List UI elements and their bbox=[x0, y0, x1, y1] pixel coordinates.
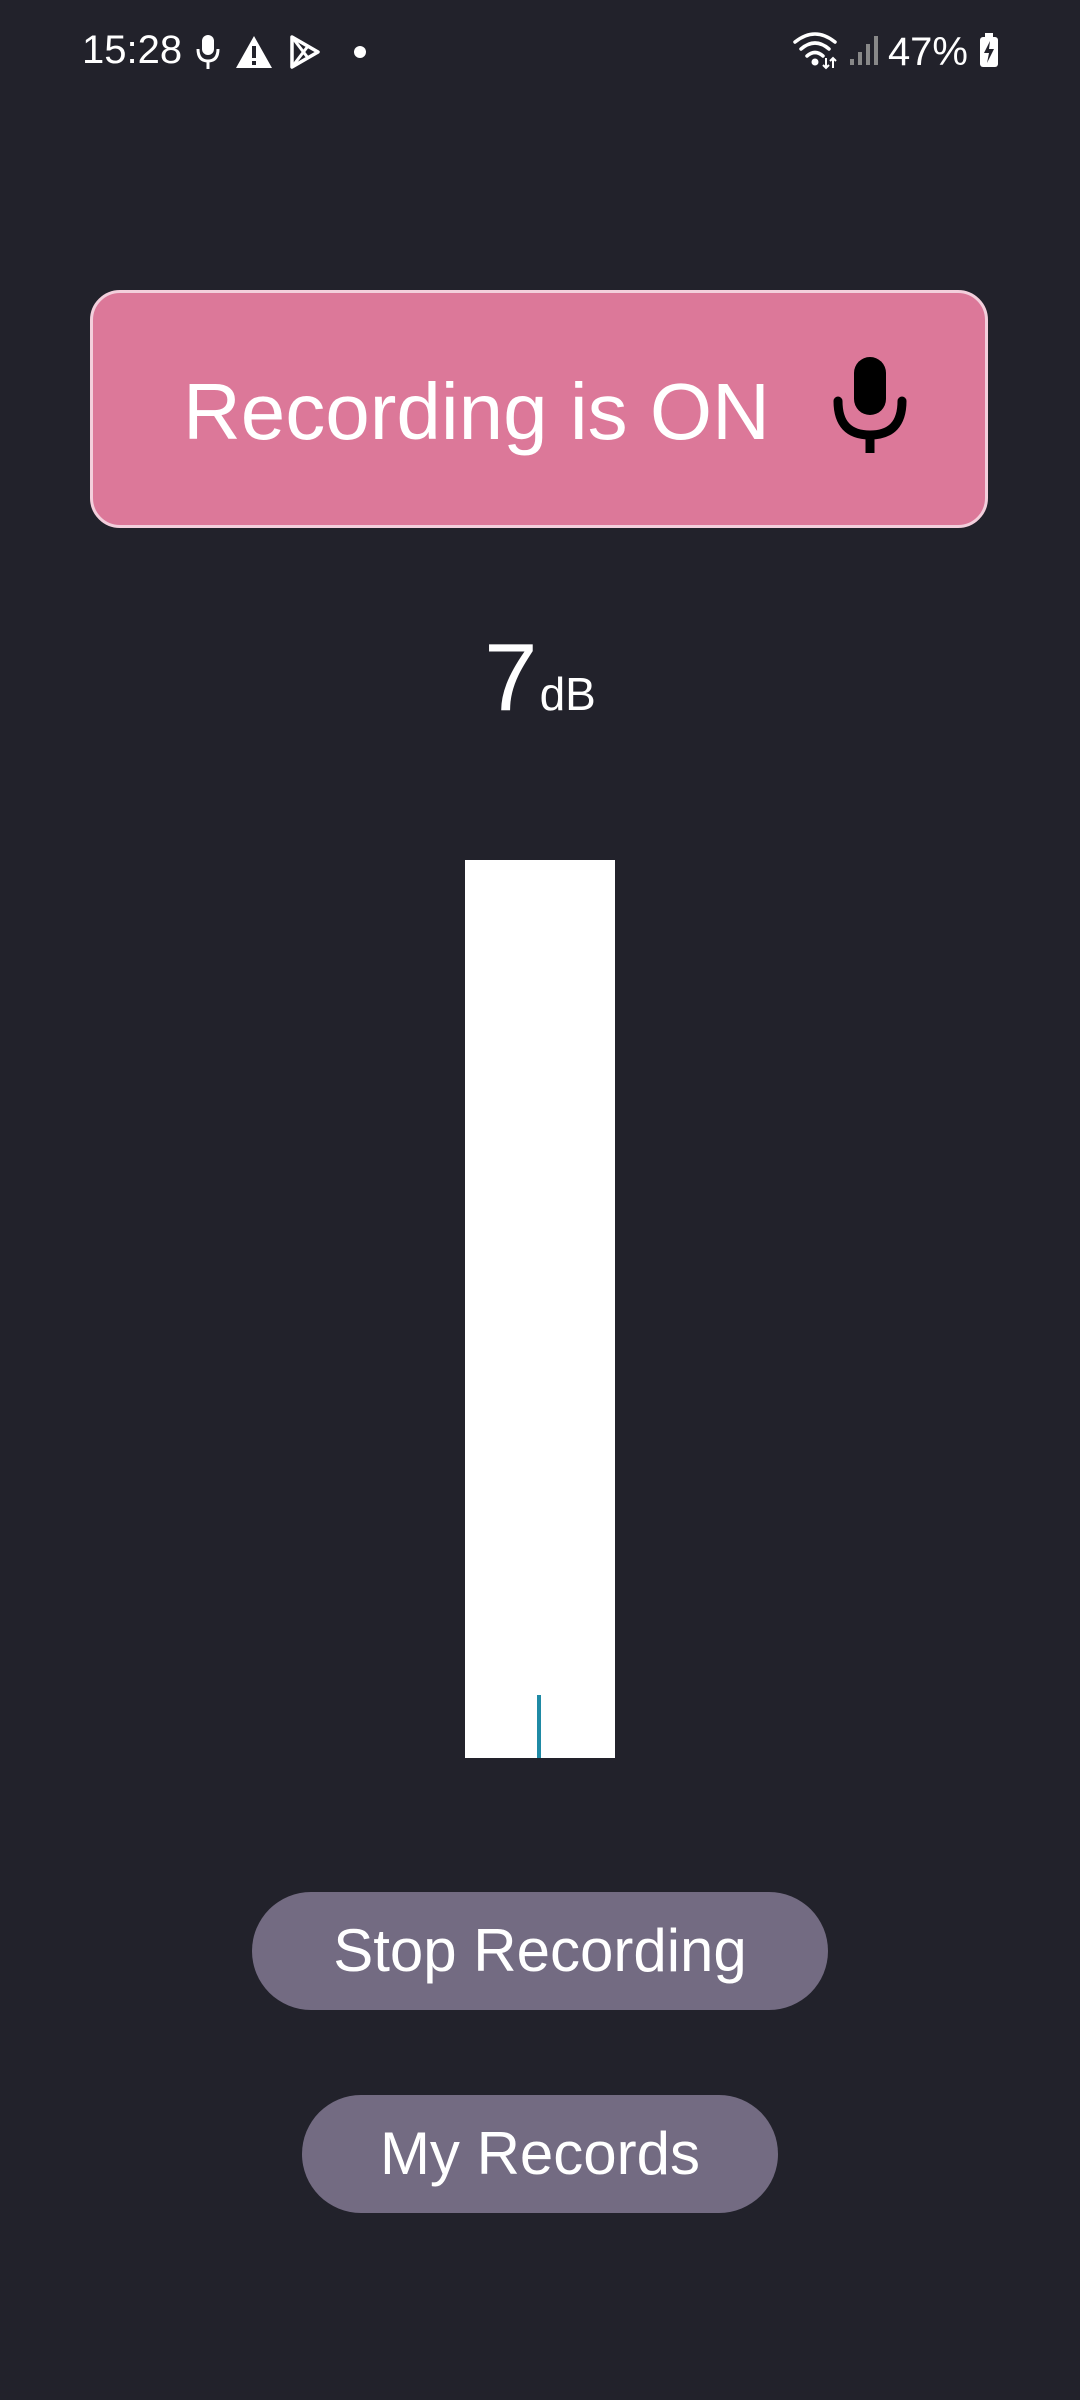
my-records-button[interactable]: My Records bbox=[302, 2095, 778, 2213]
signal-icon bbox=[848, 33, 878, 72]
stop-recording-button[interactable]: Stop Recording bbox=[252, 1892, 828, 2010]
decibel-unit: dB bbox=[539, 668, 596, 720]
status-bar: 15:28 bbox=[0, 0, 1080, 100]
decibel-readout: 7dB bbox=[0, 618, 1080, 738]
wifi-icon bbox=[792, 30, 838, 75]
status-time: 15:28 bbox=[82, 28, 183, 72]
recording-status-banner[interactable]: Recording is ON bbox=[90, 290, 988, 528]
mic-icon bbox=[830, 355, 910, 455]
warning-icon bbox=[234, 34, 274, 70]
level-marker bbox=[537, 1695, 541, 1758]
battery-charging-icon bbox=[978, 32, 1000, 73]
decibel-value: 7 bbox=[484, 624, 538, 731]
dot-icon bbox=[354, 46, 366, 58]
play-store-icon bbox=[288, 34, 322, 70]
mic-icon bbox=[196, 33, 220, 71]
status-icons-right: 47% bbox=[792, 28, 1000, 76]
sound-level-meter bbox=[465, 860, 615, 1758]
battery-percentage: 47% bbox=[887, 30, 968, 74]
status-icons-left bbox=[196, 30, 366, 74]
recording-status-label: Recording is ON bbox=[183, 367, 770, 456]
